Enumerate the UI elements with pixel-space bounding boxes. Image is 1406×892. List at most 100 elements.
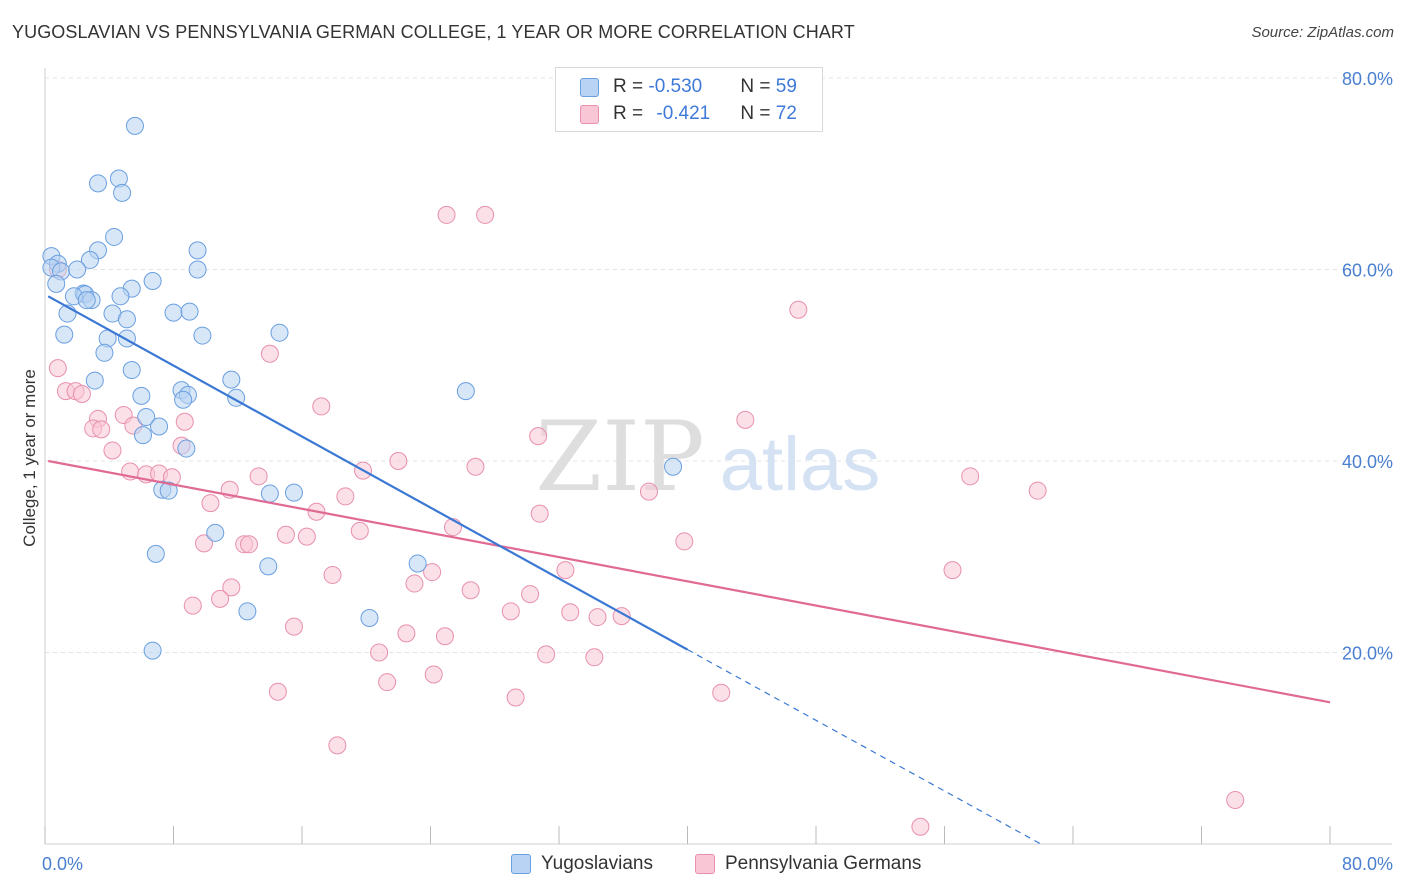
trend-line-pennsylvania-germans [48,459,1331,704]
y-tick-label: 80.0% [1342,69,1393,89]
grid-lines [45,77,1392,653]
data-point [125,116,144,135]
data-point [276,525,295,544]
legend-n-label: N = [740,76,776,97]
legend-swatch-pennsylvania-germans [580,104,599,124]
watermark-atlas: atlas [720,422,881,507]
data-point [911,817,930,836]
data-point [150,417,169,436]
bottom-legend-pennsylvania-germans: Pennsylvania Germans [695,852,921,876]
chart-title: YUGOSLAVIAN VS PENNSYLVANIA GERMAN COLLE… [12,22,855,42]
data-point [249,467,268,486]
data-point [588,608,607,627]
data-point [405,574,424,593]
y-tick-label: 20.0% [1342,644,1393,664]
data-point [336,487,355,506]
data-point [159,481,178,500]
data-point [521,585,540,604]
data-point [270,323,289,342]
data-point [92,420,111,439]
data-point [113,183,132,202]
data-point [206,523,225,542]
data-point [360,609,379,628]
tick-labels: 20.0% 40.0% 60.0% 80.0% 0.0% 80.0% [42,69,1393,874]
legend-r-label: R = [613,103,649,124]
data-point [122,361,141,380]
data-point [506,688,525,707]
data-point [85,371,104,390]
data-point [476,205,495,224]
data-point [117,329,136,348]
data-point [133,426,152,445]
data-point [188,241,207,260]
trend-line-yugoslavians [47,295,689,651]
data-point [180,302,199,321]
y-tick-label: 60.0% [1342,261,1393,281]
data-point [77,291,96,310]
legend-r-value: -0.421 [656,103,711,124]
x-tick-label: 0.0% [42,854,83,874]
data-point [174,390,193,409]
data-point [370,643,389,662]
data-point [284,617,303,636]
series-yugoslavians [42,116,683,660]
legend-row-yugoslavians: R = -0.530 N = 59 [580,76,797,98]
data-point [68,260,87,279]
data-point [408,554,427,573]
data-point [164,303,183,322]
data-point [211,589,230,608]
data-point [177,439,196,458]
data-point [1028,481,1047,500]
bottom-legend-label: Yugoslavians [541,853,653,874]
data-point [561,603,580,622]
data-point [423,563,442,582]
data-point [175,412,194,431]
data-point [195,534,214,553]
data-point [55,325,74,344]
bottom-legend-yugoslavians: Yugoslavians [511,852,653,876]
data-point [260,484,279,503]
data-point [466,457,485,476]
data-point [378,673,397,692]
trend-lines [47,295,1331,845]
y-tick-label: 40.0% [1342,452,1393,472]
data-point [238,602,257,621]
axes [44,68,1392,845]
data-point [529,427,548,446]
data-point [105,227,124,246]
data-point [350,521,369,540]
data-point [789,300,808,319]
legend-row-pennsylvania-germans: R = -0.421 N = 72 [580,103,797,125]
data-point [435,627,454,646]
data-point [1226,790,1245,809]
series-pennsylvania-germans [48,205,1245,836]
data-point [117,310,136,329]
legend-n-label: N = [740,103,776,124]
watermark-zip: ZIP [535,401,704,513]
data-point [268,682,287,701]
legend-r-value: -0.530 [648,76,703,97]
data-point [461,581,480,600]
data-point [297,527,316,546]
data-point [47,274,66,293]
data-point [456,382,475,401]
correlation-legend: R = -0.530 N = 59 R = -0.421 N = 72 [555,67,823,132]
x-tick-label: 80.0% [1342,854,1393,874]
data-point [80,250,99,269]
data-point [103,441,122,460]
bottom-legend-swatch [511,854,531,874]
data-point [961,467,980,486]
data-point [397,624,416,643]
data-point [437,205,456,224]
data-point [675,532,694,551]
data-point [89,174,108,193]
data-point [424,665,443,684]
source-label: Source: ZipAtlas.com [1251,24,1394,41]
bottom-legend-swatch [695,854,715,874]
data-point [943,561,962,580]
data-point [530,504,549,523]
data-point [143,271,162,290]
data-point [556,561,575,580]
data-point [132,386,151,405]
